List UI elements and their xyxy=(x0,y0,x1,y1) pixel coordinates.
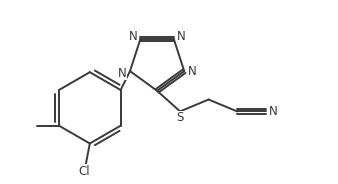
Text: N: N xyxy=(177,30,185,43)
Text: N: N xyxy=(268,105,277,118)
Text: N: N xyxy=(129,30,138,43)
Text: S: S xyxy=(176,111,184,124)
Text: N: N xyxy=(188,65,196,78)
Text: N: N xyxy=(118,67,126,80)
Text: Cl: Cl xyxy=(78,165,90,178)
